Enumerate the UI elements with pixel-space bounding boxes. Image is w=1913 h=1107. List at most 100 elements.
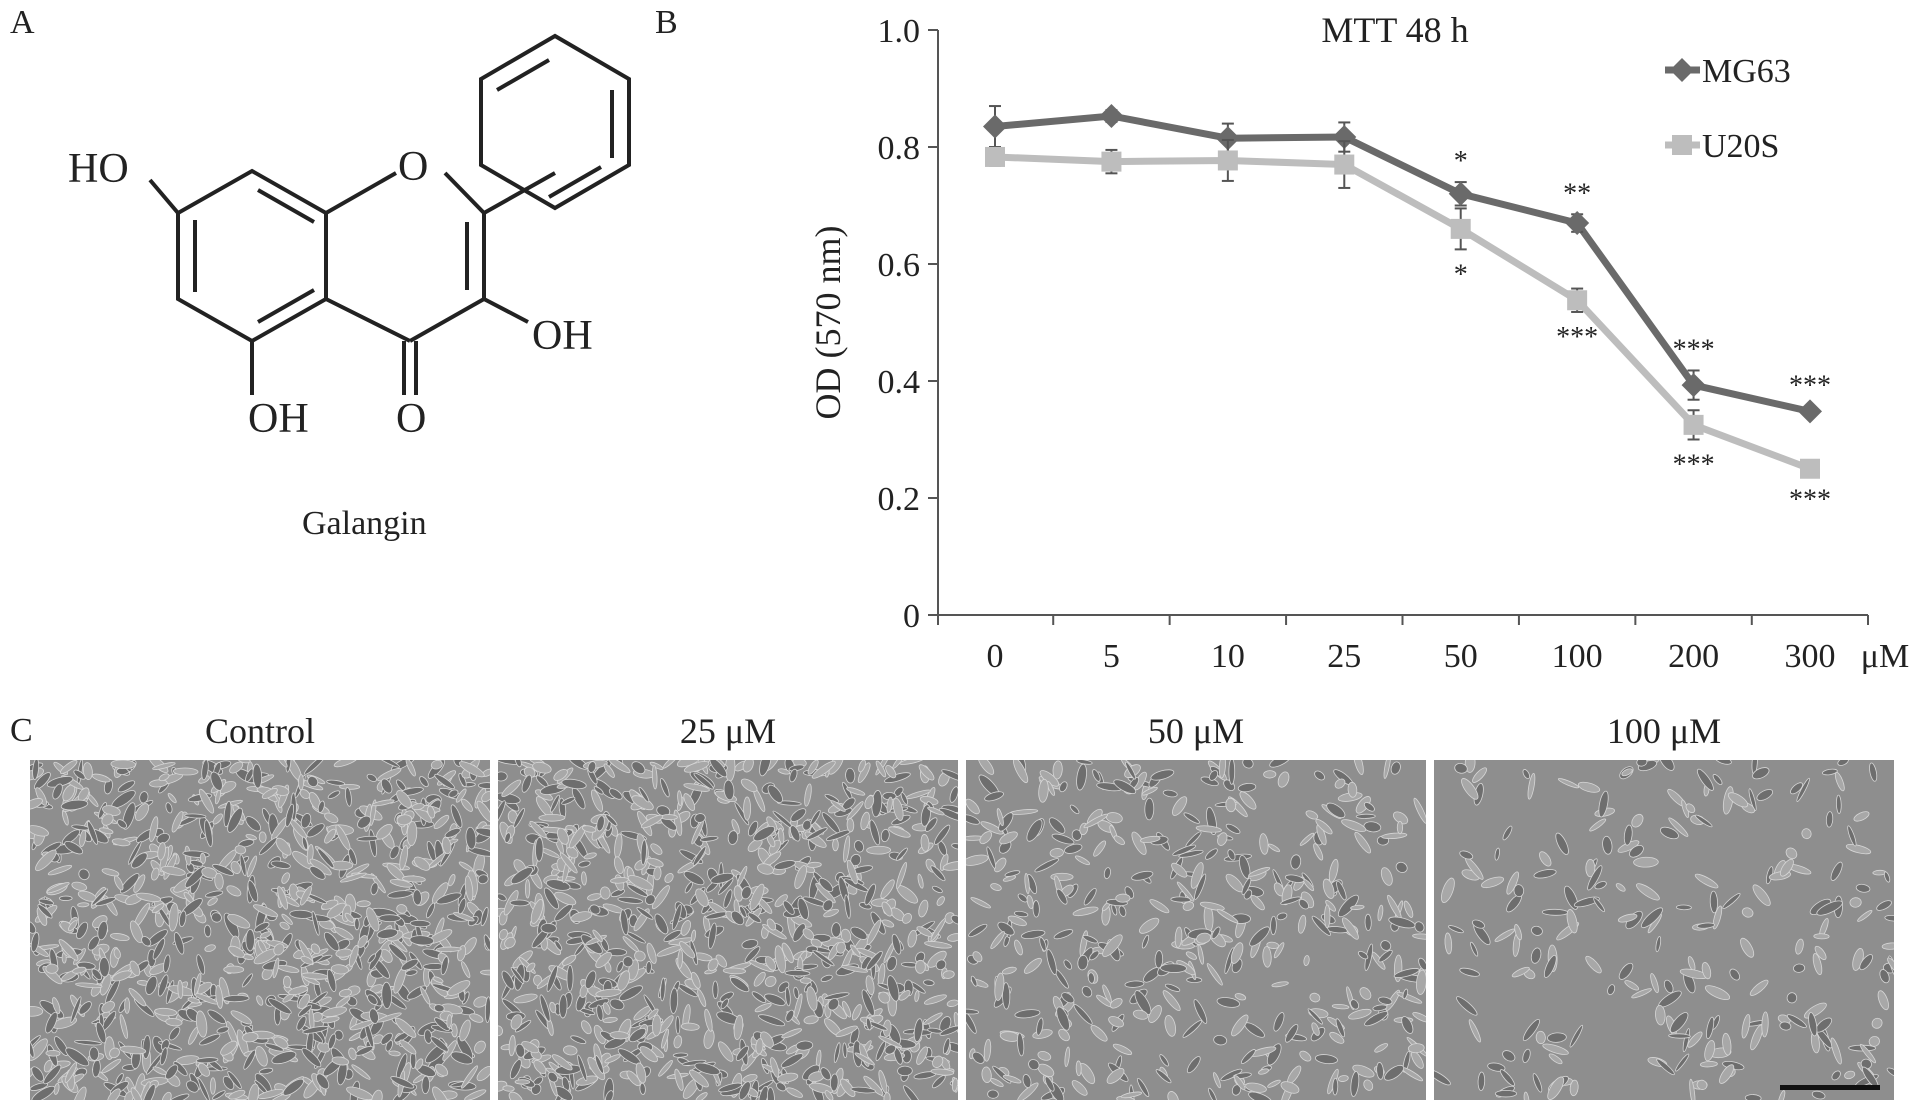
cell-shape <box>101 813 114 826</box>
cell-shape <box>259 1067 274 1075</box>
cell-shape <box>797 897 809 920</box>
cell-shape <box>754 1003 772 1013</box>
micrograph-title-control: Control <box>204 711 315 751</box>
cell-shape <box>52 997 61 1014</box>
cell-shape <box>1513 884 1525 898</box>
cell-shape <box>886 955 898 972</box>
cell-shape <box>920 804 931 827</box>
cell-shape <box>718 1082 743 1093</box>
cell-shape <box>1058 1028 1070 1042</box>
cell-shape <box>317 848 335 869</box>
cell-shape <box>409 935 435 946</box>
cell-shape <box>697 989 707 1007</box>
cell-shape <box>300 955 314 965</box>
cell-shape <box>820 974 833 982</box>
cell-shape <box>898 990 911 1001</box>
cell-shape <box>1239 791 1257 810</box>
cell-shape <box>78 868 90 881</box>
x-tick-label: 200 <box>1668 638 1719 675</box>
cell-shape <box>381 981 393 1010</box>
cell-shape <box>1441 877 1455 904</box>
cell-shape <box>770 1057 780 1078</box>
cell-shape <box>498 893 507 902</box>
cell-shape <box>1044 1076 1055 1092</box>
cell-shape <box>781 1028 803 1039</box>
cell-shape <box>1046 948 1057 975</box>
cell-shape <box>968 923 988 938</box>
cell-shape <box>1134 990 1152 1015</box>
cell-shape <box>216 1026 230 1034</box>
cell-shape <box>72 1086 87 1100</box>
series-line-u20s <box>994 153 1812 473</box>
cell-shape <box>71 881 88 891</box>
cell-shape <box>635 1062 647 1084</box>
cell-shape <box>264 1043 284 1052</box>
cell-shape <box>296 1015 307 1031</box>
cell-shape <box>595 988 622 998</box>
cell-shape <box>1277 771 1290 788</box>
cell-shape <box>1359 987 1372 1000</box>
cell-shape <box>554 940 563 951</box>
cell-shape <box>1845 843 1872 855</box>
cell-shape <box>577 1054 588 1082</box>
cell-shape <box>979 831 993 845</box>
cell-shape <box>1831 1070 1841 1081</box>
ho-label: HO <box>68 146 129 192</box>
cell-shape <box>366 907 380 932</box>
data-point-u20s <box>985 146 1005 167</box>
cell-shape <box>1869 762 1878 782</box>
cell-shape <box>310 943 321 955</box>
cell-shape <box>1022 1074 1032 1089</box>
cell-shape <box>54 1036 69 1056</box>
cell-shape <box>390 1076 415 1089</box>
cell-shape <box>173 1061 188 1077</box>
cell-shape <box>1299 832 1315 846</box>
data-point-mg63 <box>1332 125 1357 150</box>
cell-shape <box>581 871 587 886</box>
cell-shape <box>1814 945 1827 961</box>
cell-shape <box>747 912 762 923</box>
cell-shape <box>52 783 63 800</box>
x-tick-label: 50 <box>1444 638 1478 675</box>
cell-shape <box>860 811 870 831</box>
cell-shape <box>942 1037 951 1055</box>
cell-shape <box>1024 872 1030 894</box>
carbonyl-oxygen-label: O <box>396 396 427 442</box>
cell-shape <box>1542 1043 1569 1055</box>
cell-shape <box>434 1063 449 1077</box>
cell-shape <box>1395 861 1408 873</box>
cell-shape <box>886 796 893 813</box>
cell-shape <box>521 1041 540 1054</box>
cell-shape <box>927 1027 943 1034</box>
cell-shape <box>776 1082 787 1092</box>
cell-shape <box>317 800 325 813</box>
cell-shape <box>1162 990 1181 1012</box>
cell-shape <box>367 994 378 1005</box>
cell-shape <box>30 1005 44 1017</box>
cell-shape <box>1696 768 1714 791</box>
cell-shape <box>165 1064 179 1080</box>
cell-shape <box>570 1035 587 1044</box>
cell-shape <box>1834 771 1845 792</box>
cell-shape <box>773 860 796 870</box>
cell-shape <box>326 779 346 786</box>
cell-shape <box>376 823 393 840</box>
cell-shape <box>1056 1006 1070 1031</box>
cell-shape <box>1523 1091 1530 1100</box>
cell-shape <box>980 821 1004 835</box>
scale-bar <box>1780 1085 1880 1090</box>
cell-shape <box>31 1066 44 1082</box>
cell-shape <box>256 995 264 1006</box>
cell-shape <box>751 991 767 1003</box>
cell-shape <box>380 778 393 794</box>
cell-shape <box>1786 992 1798 1004</box>
cell-shape <box>212 863 234 876</box>
cell-shape <box>1480 876 1505 889</box>
cell-shape <box>1216 909 1239 924</box>
cell-shape <box>1249 926 1270 947</box>
cell-shape <box>95 897 117 907</box>
cell-shape <box>1164 983 1181 992</box>
cell-shape <box>289 909 314 919</box>
cell-shape <box>214 872 224 890</box>
cell-shape <box>1352 1064 1375 1078</box>
